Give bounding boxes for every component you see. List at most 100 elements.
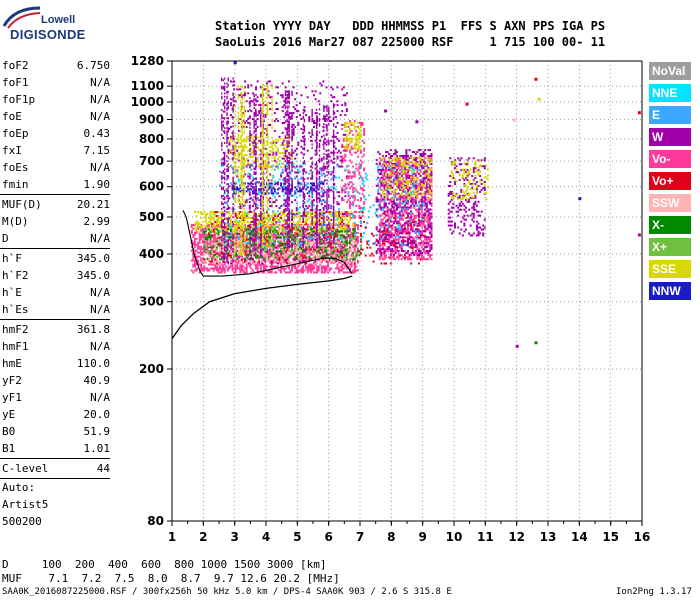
echo-point: [407, 202, 409, 205]
echo-point: [253, 153, 256, 156]
echo-point: [256, 193, 259, 196]
echo-point: [217, 263, 220, 266]
echo-point: [405, 174, 408, 177]
echo-point: [267, 90, 270, 93]
echo-point: [247, 92, 250, 95]
echo-point: [417, 248, 420, 251]
echo-point: [269, 271, 272, 274]
echo-point: [389, 186, 392, 189]
echo-point: [295, 210, 298, 213]
echo-point: [407, 230, 409, 233]
echo-point: [334, 267, 337, 270]
echo-point: [229, 243, 232, 246]
echo-point: [344, 259, 347, 262]
echo-point: [345, 110, 348, 113]
echo-point: [280, 250, 283, 253]
echo-point: [201, 253, 204, 256]
echo-point: [198, 222, 201, 225]
echo-point: [283, 165, 286, 168]
echo-point: [258, 230, 261, 233]
echo-point: [360, 238, 362, 241]
echo-point: [256, 222, 259, 225]
echo-point: [430, 228, 433, 231]
echo-point: [352, 252, 355, 255]
echo-point: [292, 106, 295, 109]
echo-point: [203, 230, 206, 233]
echo-point: [283, 218, 286, 221]
echo-point: [297, 210, 300, 213]
echo-point: [276, 148, 279, 151]
echo-point: [323, 231, 326, 234]
echo-point: [273, 188, 276, 191]
echo-point: [424, 246, 427, 249]
echo-point: [380, 159, 383, 162]
echo-point: [283, 269, 286, 272]
echo-point: [341, 224, 344, 227]
echo-point: [328, 155, 331, 158]
echo-point: [291, 269, 294, 272]
echo-point: [402, 214, 405, 217]
echo-point: [422, 200, 425, 203]
echo-point: [385, 202, 388, 205]
echo-point: [328, 242, 331, 245]
echo-point: [385, 224, 388, 227]
echo-point: [300, 246, 303, 249]
echo-point: [245, 186, 248, 189]
echo-point: [314, 229, 317, 232]
echo-point: [336, 216, 339, 219]
echo-point: [308, 195, 311, 198]
echo-point: [244, 218, 247, 221]
echo-point: [402, 228, 405, 231]
echo-point: [417, 200, 420, 203]
echo-point: [419, 222, 422, 225]
echo-point: [330, 139, 333, 142]
echo-point: [424, 196, 427, 199]
echo-point: [385, 220, 388, 223]
echo-point: [298, 241, 301, 244]
echo-point: [206, 236, 209, 239]
echo-point: [328, 227, 331, 230]
echo-point: [313, 261, 315, 264]
echo-point: [397, 252, 400, 255]
echo-point: [320, 245, 323, 248]
echo-point: [397, 186, 400, 189]
echo-point: [331, 222, 334, 225]
echo-point: [333, 112, 336, 115]
echo-point: [411, 151, 414, 154]
param-name: M(D): [2, 215, 29, 228]
echo-point: [399, 198, 402, 201]
echo-point: [407, 238, 409, 241]
echo-point: [313, 222, 315, 225]
echo-point: [403, 194, 406, 197]
echo-point: [305, 210, 308, 213]
echo-point: [215, 220, 218, 223]
echo-point: [397, 176, 400, 179]
echo-point: [416, 169, 419, 172]
echo-point: [272, 242, 275, 245]
echo-point: [396, 256, 399, 259]
echo-point: [302, 135, 305, 138]
echo-point: [411, 251, 414, 254]
echo-point: [198, 237, 201, 240]
echo-point: [333, 151, 336, 154]
echo-point: [303, 256, 306, 259]
echo-point: [300, 145, 303, 148]
echo-point: [259, 269, 262, 272]
echo-point: [242, 161, 245, 164]
echo-point: [300, 139, 303, 142]
echo-point: [319, 199, 322, 202]
echo-point: [229, 135, 232, 138]
echo-point: [250, 263, 253, 266]
echo-point: [385, 151, 388, 154]
echo-point: [248, 253, 251, 256]
echo-point: [244, 253, 247, 256]
echo-point: [269, 253, 272, 256]
echo-point: [389, 176, 392, 179]
echo-point: [338, 139, 341, 142]
echo-point: [292, 239, 295, 242]
echo-point: [212, 222, 215, 225]
echo-point: [289, 188, 292, 191]
echo-point: [300, 240, 303, 243]
echo-point: [385, 177, 388, 180]
echo-point: [267, 225, 270, 228]
